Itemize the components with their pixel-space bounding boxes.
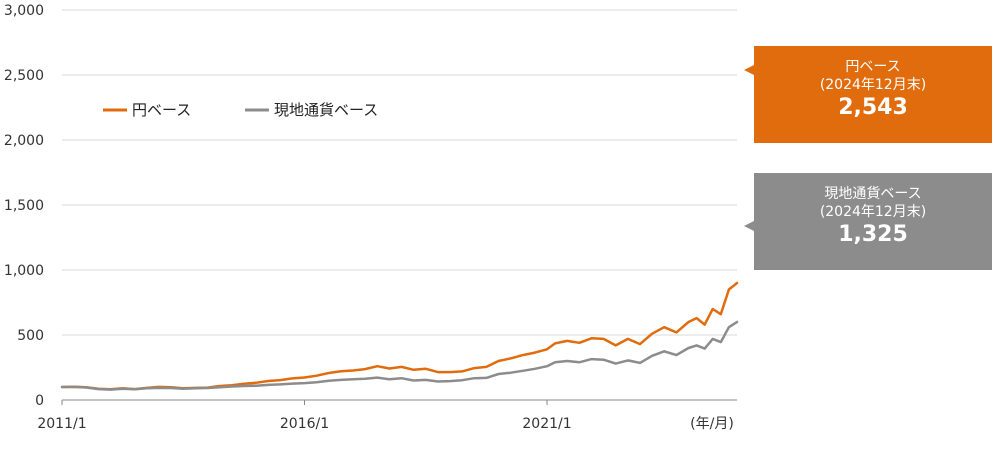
callout-local-date: (2024年12月末) [819,204,927,220]
x-tick-label: 2021/1 [522,416,571,432]
callout-pointer-local [744,221,754,231]
y-tick-label: 1,000 [4,263,44,279]
y-tick-label: 0 [35,393,44,409]
callout-yen-value: 2,543 [838,95,908,120]
callout-pointer-yen [744,65,754,75]
callout-local-title: 現地通貨ベース [824,186,922,202]
y-tick-label: 3,000 [4,3,44,19]
callout-local: 現地通貨ベース (2024年12月末) 1,325 [754,173,992,270]
y-tick-label: 2,500 [4,68,44,84]
series-lines [60,281,739,391]
y-axis-ticks: 0 500 1,000 1,500 2,000 2,500 3,000 [4,3,44,409]
y-tick-label: 1,500 [4,198,44,214]
callout-yen: 円ベース (2024年12月末) 2,543 [754,46,992,143]
legend: 円ベース 現地通貨ベース [103,101,378,119]
callout-yen-title: 円ベース [845,59,901,75]
x-tick-label: 2016/1 [280,416,329,432]
x-tick-label: 2011/1 [37,416,86,432]
legend-label-local: 現地通貨ベース [274,101,378,119]
gridlines [62,9,737,336]
legend-label-yen: 円ベース [132,101,191,119]
series-line-yen [60,281,739,391]
y-tick-label: 2,000 [4,133,44,149]
x-axis-unit-label: (年/月) [690,416,734,432]
y-tick-label: 500 [17,328,44,344]
series-line-local [60,320,739,391]
x-axis-ticks: 2011/1 2016/1 2021/1 [37,400,572,432]
callout-local-value: 1,325 [838,222,908,247]
callout-yen-date: (2024年12月末) [819,77,927,93]
